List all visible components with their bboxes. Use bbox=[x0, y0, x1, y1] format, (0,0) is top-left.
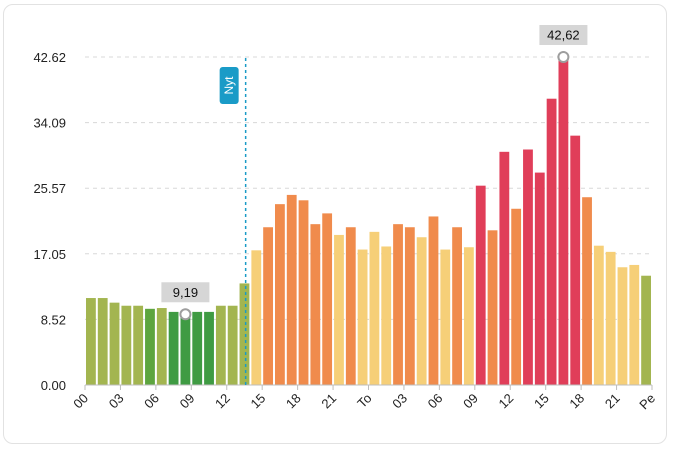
price-bar bbox=[452, 227, 462, 385]
price-bar bbox=[168, 311, 179, 385]
max-tooltip-box bbox=[539, 25, 588, 45]
price-bar bbox=[97, 298, 108, 385]
price-bar bbox=[546, 98, 557, 385]
price-bar bbox=[215, 305, 226, 385]
price-bar bbox=[251, 250, 262, 385]
price-bar bbox=[464, 247, 474, 385]
y-tick-label: 0.00 bbox=[41, 378, 66, 393]
x-tick-label: 06 bbox=[141, 391, 162, 412]
x-tick-label: 00 bbox=[70, 391, 91, 412]
x-tick-label: 03 bbox=[389, 391, 410, 412]
price-bar bbox=[357, 249, 368, 385]
x-tick-label: 09 bbox=[177, 391, 198, 412]
x-tick-label: 12 bbox=[212, 391, 233, 412]
price-bar bbox=[617, 267, 628, 385]
x-tick-label: Pe bbox=[636, 391, 658, 413]
price-bar bbox=[310, 224, 321, 385]
min-tooltip-label: 9,19 bbox=[173, 285, 198, 300]
axis-layer: 0.00 8.52 17.05 25.57 34.09 42.62 00 03 06 09 12 15… bbox=[33, 50, 658, 412]
price-bar bbox=[334, 234, 344, 385]
x-tick-label: 15 bbox=[247, 391, 268, 412]
y-tick-label: 25.57 bbox=[33, 181, 66, 196]
max-tooltip-label: 42,62 bbox=[547, 28, 580, 43]
price-bar bbox=[180, 314, 191, 385]
price-bar bbox=[263, 227, 273, 385]
price-bar bbox=[416, 237, 427, 385]
price-bar bbox=[534, 172, 545, 385]
x-tick-label: 03 bbox=[106, 391, 127, 412]
y-tick-label: 17.05 bbox=[33, 247, 66, 262]
bars-layer bbox=[86, 57, 651, 385]
price-bar bbox=[523, 149, 533, 385]
price-bar bbox=[641, 275, 651, 385]
price-bar bbox=[369, 231, 380, 385]
price-bar bbox=[204, 311, 214, 385]
price-bar bbox=[322, 213, 333, 385]
x-tick-label: To bbox=[354, 391, 374, 411]
x-tick-label: 09 bbox=[460, 391, 481, 412]
price-bar bbox=[511, 208, 522, 385]
price-bar bbox=[499, 151, 510, 385]
price-bar bbox=[428, 216, 439, 385]
price-bar bbox=[629, 264, 640, 385]
price-bar bbox=[109, 302, 120, 385]
price-bar bbox=[605, 251, 616, 385]
price-bar bbox=[121, 305, 132, 385]
price-bar bbox=[475, 185, 486, 385]
price-bar bbox=[582, 197, 592, 385]
grid-layer bbox=[85, 56, 652, 320]
x-tick-label: 21 bbox=[318, 391, 339, 412]
x-tick-label: 12 bbox=[496, 391, 517, 412]
marker-layer: Nyt 9,19 42,62 bbox=[161, 25, 588, 385]
price-bar bbox=[570, 135, 581, 385]
x-tick-label: 06 bbox=[425, 391, 446, 412]
price-bar bbox=[345, 227, 356, 385]
x-tick-label: 15 bbox=[531, 391, 552, 412]
price-bar bbox=[156, 308, 167, 385]
price-bar bbox=[192, 311, 203, 385]
price-bar bbox=[381, 246, 392, 385]
x-tick-label: 18 bbox=[566, 391, 587, 412]
max-point bbox=[557, 51, 570, 63]
price-bar bbox=[133, 305, 144, 385]
x-tick-label: 21 bbox=[602, 391, 623, 412]
min-tooltip-box bbox=[161, 282, 210, 303]
now-label: Nyt bbox=[222, 76, 236, 95]
min-point bbox=[179, 308, 192, 321]
price-bar bbox=[145, 308, 155, 385]
y-tick-label: 8.52 bbox=[41, 312, 66, 327]
price-bar bbox=[286, 194, 297, 385]
price-bar bbox=[558, 57, 569, 385]
y-tick-label: 42.62 bbox=[33, 50, 66, 65]
y-tick-label: 34.09 bbox=[33, 116, 66, 131]
now-label-box bbox=[219, 67, 239, 104]
price-bar bbox=[239, 283, 250, 385]
price-bar bbox=[593, 245, 604, 385]
price-bar bbox=[86, 298, 96, 385]
price-bar bbox=[404, 227, 415, 385]
price-bar bbox=[487, 230, 498, 385]
price-bar bbox=[393, 224, 403, 385]
price-bar bbox=[298, 200, 309, 385]
price-bar bbox=[275, 204, 285, 385]
price-bar bbox=[227, 305, 238, 385]
x-tick-label: 18 bbox=[283, 391, 304, 412]
price-bar bbox=[440, 249, 451, 385]
